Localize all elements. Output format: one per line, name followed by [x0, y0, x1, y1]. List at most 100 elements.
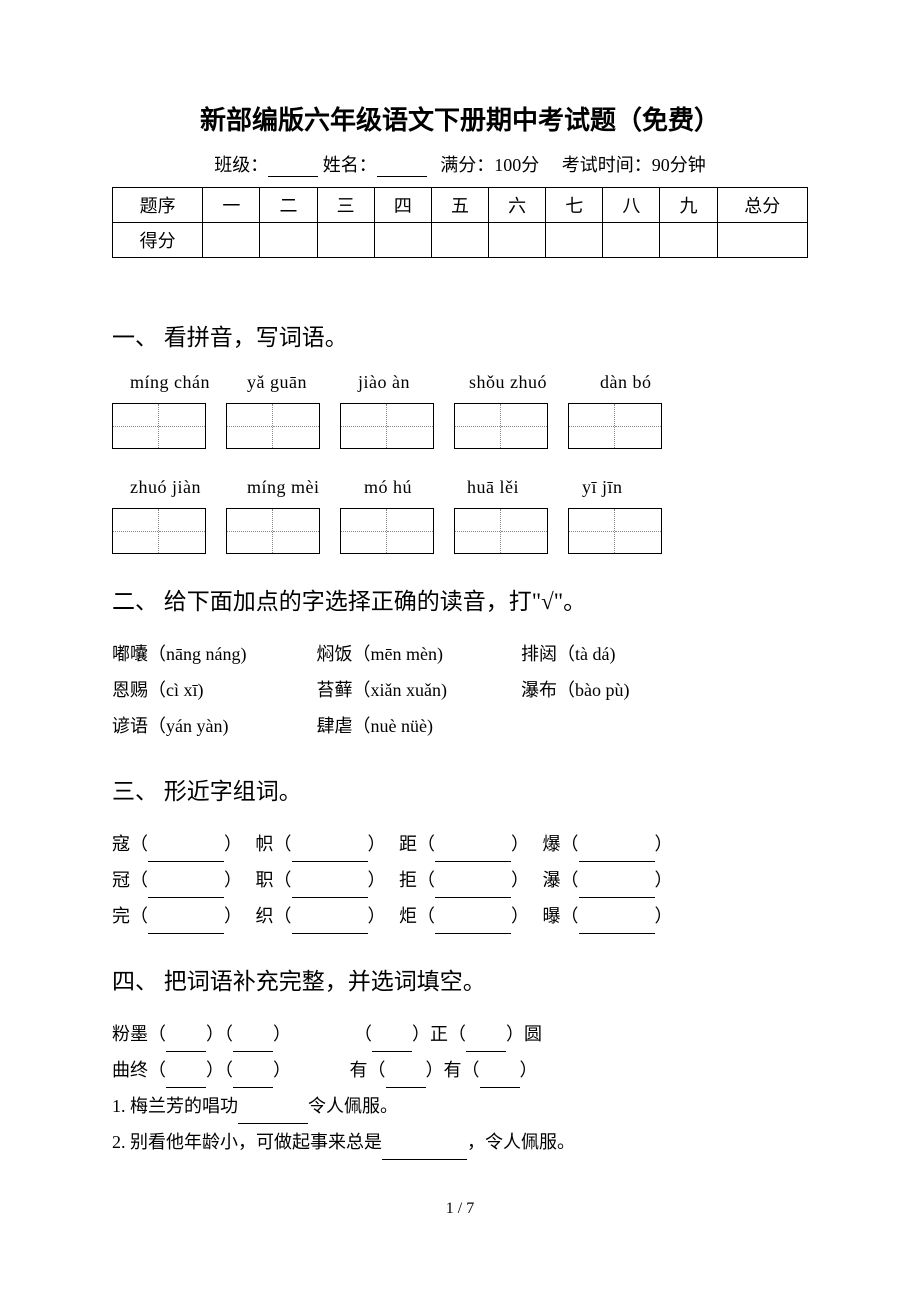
col-header: 四	[374, 188, 431, 223]
fill-blank[interactable]	[386, 1070, 426, 1088]
fill-blank[interactable]	[435, 844, 511, 862]
section2-line: 嘟囔（nāng náng) 焖饭（mēn mèn) 排闼（tà dá)	[112, 636, 808, 672]
section4-line: 粉墨（）（） （）正（）圆	[112, 1016, 808, 1052]
fill-blank[interactable]	[148, 844, 224, 862]
pinyin-item: zhuó jiàn	[130, 477, 242, 498]
write-box[interactable]	[112, 403, 206, 449]
score-cell[interactable]	[431, 223, 488, 258]
pron: （nuè nüè)	[353, 716, 433, 736]
fill-blank[interactable]	[292, 844, 368, 862]
fill-blank[interactable]	[480, 1070, 520, 1088]
fill-blank[interactable]	[435, 880, 511, 898]
section3-heading: 三、 形近字组词。	[112, 772, 808, 806]
fill-blank[interactable]	[292, 880, 368, 898]
char: 瀑	[543, 870, 561, 890]
fill-blank[interactable]	[382, 1142, 467, 1160]
fill-blank[interactable]	[466, 1034, 506, 1052]
score-cell[interactable]	[546, 223, 603, 258]
section2-heading: 二、 给下面加点的字选择正确的读音，打"√"。	[112, 582, 808, 616]
fill-blank[interactable]	[579, 844, 655, 862]
fill-blank[interactable]	[238, 1106, 308, 1124]
score-cell[interactable]	[260, 223, 317, 258]
score-cell[interactable]	[317, 223, 374, 258]
write-box[interactable]	[226, 403, 320, 449]
write-box[interactable]	[568, 403, 662, 449]
fill-blank[interactable]	[166, 1034, 206, 1052]
write-box-row	[112, 403, 808, 449]
score-cell[interactable]	[374, 223, 431, 258]
text: ）有（	[426, 1060, 480, 1080]
class-label: 班级：	[214, 155, 268, 175]
name-label: 姓名：	[323, 155, 377, 175]
fill-blank[interactable]	[233, 1070, 273, 1088]
word: 谚语	[112, 716, 148, 736]
score-cell[interactable]	[717, 223, 807, 258]
pinyin-row: míng chán yǎ guān jiào àn shǒu zhuó dàn …	[112, 372, 808, 393]
char: 冠	[112, 870, 130, 890]
write-box[interactable]	[454, 508, 548, 554]
write-box[interactable]	[454, 403, 548, 449]
char: 织	[256, 906, 274, 926]
char: 拒	[399, 870, 417, 890]
score-cell[interactable]	[603, 223, 660, 258]
fill-blank[interactable]	[166, 1070, 206, 1088]
write-box[interactable]	[340, 403, 434, 449]
word: 排闼	[521, 644, 557, 664]
fill-blank[interactable]	[292, 916, 368, 934]
pron: （yán yàn)	[148, 716, 228, 736]
pinyin-item: huā lěi	[467, 477, 577, 498]
pinyin-item: mó hú	[364, 477, 462, 498]
pinyin-item: jiào àn	[358, 372, 464, 393]
score-table: 题序 一 二 三 四 五 六 七 八 九 总分 得分	[112, 187, 808, 258]
pinyin-item: shǒu zhuó	[469, 372, 595, 393]
section3-line: 完（） 织（） 炬（） 曝（）	[112, 898, 808, 934]
info-line: 班级： 姓名： 满分：100分 考试时间：90分钟	[112, 151, 808, 177]
fill-blank[interactable]	[233, 1034, 273, 1052]
text: ）（	[206, 1024, 233, 1044]
full-score-label: 满分：	[440, 155, 494, 175]
char: 职	[256, 870, 274, 890]
write-box[interactable]	[226, 508, 320, 554]
fill-blank[interactable]	[148, 916, 224, 934]
write-box[interactable]	[112, 508, 206, 554]
pron: （xiǎn xuǎn)	[353, 680, 447, 700]
score-label: 得分	[113, 223, 203, 258]
fill-blank[interactable]	[372, 1034, 412, 1052]
text: 有（	[350, 1060, 386, 1080]
pinyin-item: yī jīn	[582, 477, 623, 498]
fill-blank[interactable]	[579, 916, 655, 934]
col-header: 九	[660, 188, 717, 223]
text: 令人佩服。	[308, 1096, 398, 1116]
text: ）	[273, 1060, 291, 1080]
table-row: 得分	[113, 223, 808, 258]
header-label: 题序	[113, 188, 203, 223]
pron: （mēn mèn)	[353, 644, 443, 664]
page-title: 新部编版六年级语文下册期中考试题（免费）	[112, 100, 808, 137]
full-score-value: 100分	[494, 155, 539, 175]
char: 帜	[256, 834, 274, 854]
fill-blank[interactable]	[148, 880, 224, 898]
char: 曝	[543, 906, 561, 926]
text: ）	[273, 1024, 291, 1044]
text: ）圆	[506, 1024, 542, 1044]
score-cell[interactable]	[203, 223, 260, 258]
section4-line: 曲终（）（） 有（）有（）	[112, 1052, 808, 1088]
score-cell[interactable]	[489, 223, 546, 258]
write-box-row	[112, 508, 808, 554]
fill-blank[interactable]	[579, 880, 655, 898]
score-cell[interactable]	[660, 223, 717, 258]
write-box[interactable]	[340, 508, 434, 554]
table-row: 题序 一 二 三 四 五 六 七 八 九 总分	[113, 188, 808, 223]
word: 肆虐	[317, 716, 353, 736]
fill-blank[interactable]	[435, 916, 511, 934]
name-blank[interactable]	[377, 159, 427, 177]
word: 焖饭	[317, 644, 353, 664]
word: 恩赐	[112, 680, 148, 700]
section3-line: 寇（） 帜（） 距（） 爆（）	[112, 826, 808, 862]
pron: （nāng náng)	[148, 644, 246, 664]
class-blank[interactable]	[268, 159, 318, 177]
col-header: 一	[203, 188, 260, 223]
char: 寇	[112, 834, 130, 854]
text: 粉墨（	[112, 1024, 166, 1044]
write-box[interactable]	[568, 508, 662, 554]
